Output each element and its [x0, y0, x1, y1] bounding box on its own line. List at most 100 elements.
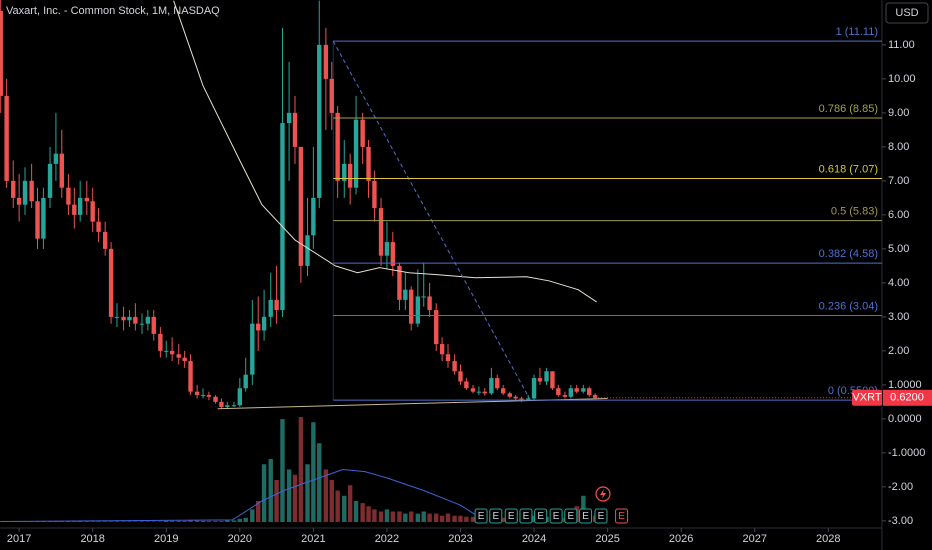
candle-body — [29, 180, 34, 202]
candle-body — [176, 354, 181, 358]
volume-bar — [96, 521, 101, 522]
candle-body — [188, 361, 193, 392]
volume-bar — [188, 519, 193, 522]
candle-body — [102, 231, 108, 249]
candle-body — [286, 112, 292, 124]
candle-body — [378, 208, 384, 256]
candle-body — [250, 323, 255, 375]
volume-bar — [243, 517, 248, 522]
candle-body — [458, 371, 463, 382]
earnings-label: E — [492, 511, 499, 522]
volume-bar — [213, 520, 218, 522]
candle-body — [421, 296, 426, 298]
volume-bar — [439, 515, 445, 522]
candle-body — [587, 388, 592, 396]
symbol-label: VXRT — [852, 392, 881, 404]
currency-box[interactable] — [885, 2, 929, 24]
y-tick-label: -1.0000 — [888, 447, 925, 459]
candle-body — [219, 401, 224, 407]
volume-bar — [108, 521, 114, 522]
y-tick-label: 10.00 — [888, 73, 916, 85]
candle-body — [158, 333, 163, 351]
candle-body — [53, 153, 59, 164]
candle-body — [489, 378, 494, 394]
y-tick-label: 11.00 — [888, 39, 915, 51]
y-tick-label: 3.00 — [888, 311, 909, 323]
candle-body — [268, 299, 273, 317]
candle-body — [133, 316, 138, 324]
alert-icon[interactable] — [595, 486, 611, 502]
candle-body — [495, 378, 500, 389]
candle-body — [445, 354, 451, 362]
candle-body — [292, 112, 298, 147]
currency: USD — [895, 7, 918, 19]
candle-body — [261, 316, 267, 331]
x-tick-label: 2027 — [742, 533, 766, 545]
volume-bar — [378, 511, 384, 522]
candle-body — [90, 201, 95, 222]
volume-bar — [72, 521, 77, 522]
earnings-label: E — [582, 511, 589, 522]
candle-body — [531, 378, 537, 399]
volume-average-line — [0, 468, 476, 522]
candle-body — [470, 388, 476, 392]
earnings-marker — [474, 508, 488, 524]
earnings-label: E — [618, 511, 625, 522]
volume-bar — [176, 520, 181, 522]
y-tick-label: -3.00 — [888, 515, 913, 527]
volume-bar — [133, 521, 138, 522]
volume-bar — [415, 513, 421, 522]
candle-body — [41, 197, 46, 239]
candle-body — [476, 391, 482, 393]
candle-body — [397, 265, 402, 300]
candle-body — [434, 310, 439, 345]
volume-bar — [434, 513, 439, 522]
volume-bar — [464, 516, 469, 522]
candle-body — [482, 391, 487, 394]
x-tick-label: 2018 — [80, 533, 104, 545]
earnings-label: E — [598, 511, 605, 522]
earnings-marker — [549, 508, 563, 524]
volume-bar — [261, 464, 267, 522]
candle-body — [194, 391, 200, 396]
candle-body — [366, 146, 371, 181]
volume-bar — [458, 515, 463, 522]
x-tick-label: 2019 — [154, 533, 178, 545]
candle-body — [390, 242, 396, 266]
earnings-label: E — [567, 511, 574, 522]
volume-bar — [298, 417, 304, 522]
earnings-marker — [534, 508, 548, 524]
candle-body — [274, 299, 279, 311]
candle-body — [298, 146, 304, 266]
candle-body — [225, 405, 230, 407]
x-tick-label: 2024 — [522, 533, 546, 545]
volume-bar — [268, 459, 273, 522]
volume-bar — [531, 515, 537, 522]
candle-body — [305, 235, 310, 266]
candle-body — [439, 344, 445, 355]
volume-bar — [353, 501, 359, 522]
candle-body — [114, 316, 120, 318]
candle-body — [77, 197, 83, 215]
volume-bar — [145, 521, 151, 522]
candle-body — [84, 197, 90, 202]
candle-body — [108, 248, 114, 317]
volume-bar — [121, 521, 126, 522]
candle-body — [403, 289, 408, 300]
candle-body — [139, 323, 145, 325]
candle-body — [342, 163, 347, 181]
candle-body — [35, 201, 40, 239]
candle-body — [347, 163, 353, 188]
earnings-label: E — [478, 511, 485, 522]
volume-bar — [403, 513, 408, 522]
candle-body — [59, 153, 64, 188]
volume-bar — [77, 521, 83, 522]
candle-body — [145, 316, 151, 324]
volume-bar — [317, 443, 322, 522]
candle-body — [72, 204, 77, 215]
candle-body — [323, 44, 329, 79]
candle-body — [581, 388, 586, 392]
volume-bar — [59, 521, 64, 522]
volume-bar — [274, 480, 279, 522]
